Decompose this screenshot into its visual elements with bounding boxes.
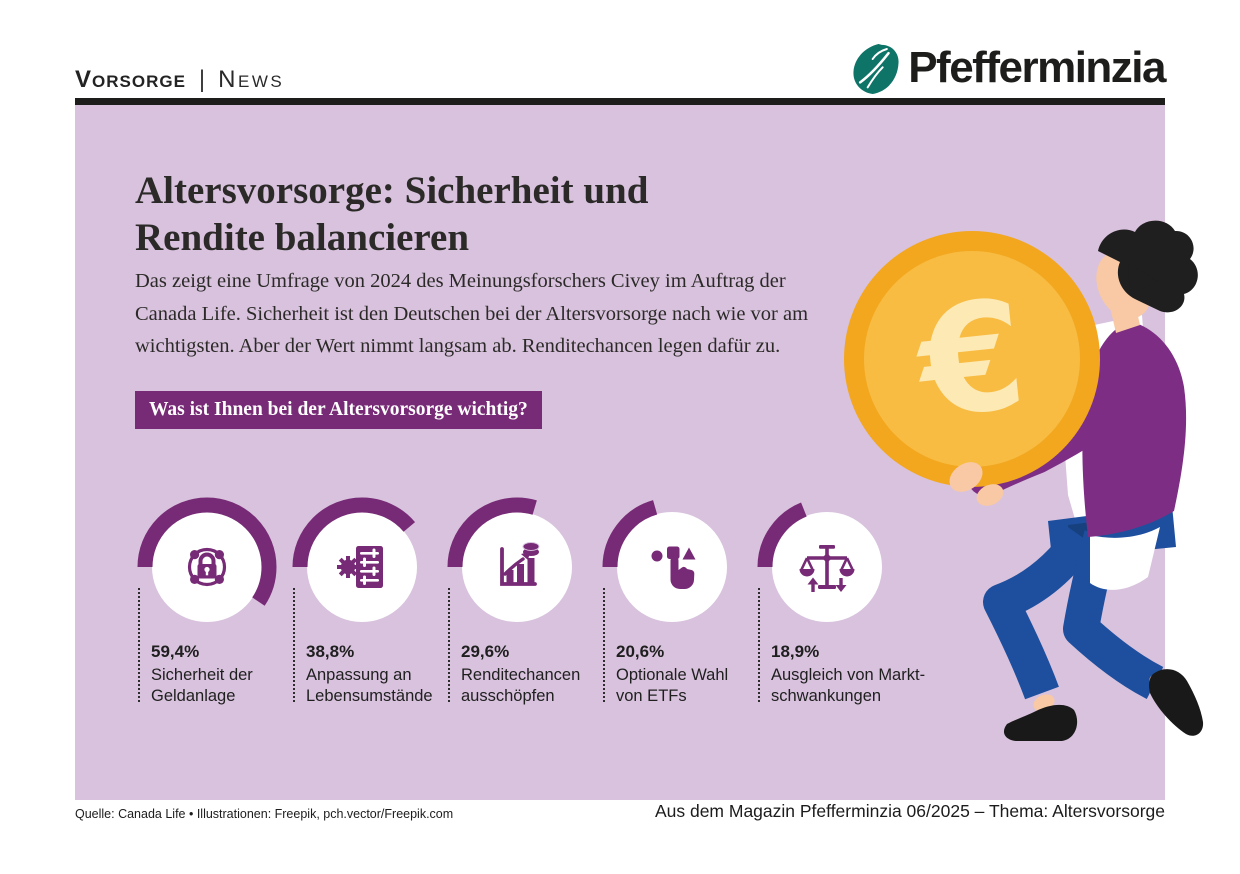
growth-chart-icon (500, 542, 540, 586)
percentage-arc (757, 497, 897, 637)
stat-dotted-line (138, 588, 140, 702)
stat-label: Anpassung an Lebensumstände (306, 666, 433, 705)
stat-value: 38,8% (306, 642, 355, 661)
hair (1098, 220, 1198, 313)
mint-leaf-icon (853, 44, 899, 94)
title-line-1: Altersvorsorge: Sicherheit und (135, 169, 649, 212)
left-leg (983, 526, 1097, 700)
euro-symbol: € (908, 268, 1033, 452)
stat-value: 29,6% (461, 642, 510, 661)
stat-dotted-line (293, 588, 295, 702)
brand-name: Pfefferminzia (908, 43, 1166, 92)
stat-label: Renditechancen ausschöpfen (461, 666, 581, 705)
question-badge: Was ist Ihnen bei der Altersvorsorge wic… (135, 391, 542, 429)
masthead-divider: | (198, 66, 206, 93)
subsection-label: News (218, 66, 285, 93)
hand-select-icon (651, 546, 696, 589)
brand-logo: Pfefferminzia (851, 40, 1166, 96)
footer-source: Quelle: Canada Life • Illustrationen: Fr… (75, 807, 454, 821)
hand (976, 484, 1004, 506)
stat-value: 18,9% (771, 642, 820, 661)
stat-dotted-line (603, 588, 605, 702)
right-shoe (1149, 669, 1204, 736)
section-label: Vorsorge (75, 66, 186, 93)
article-title: Altersvorsorge: Sicherheit und Rendite b… (135, 167, 648, 261)
title-line-2: Rendite balancieren (135, 216, 470, 259)
left-shoe (1003, 704, 1078, 741)
percentage-arc (137, 497, 277, 637)
balance-scale-icon (799, 545, 855, 592)
settings-sliders-icon (337, 546, 383, 588)
header-rule (75, 98, 1165, 105)
percentage-arc (602, 497, 742, 637)
percentage-arc (447, 497, 587, 637)
stat-dotted-line (448, 588, 450, 702)
stat-label: Optionale Wahl von ETFs (616, 666, 729, 705)
intro-line-2: Canada Life. Sicherheit ist den Deutsche… (135, 302, 809, 325)
stat-label: Sicherheit der Geldanlage (151, 666, 253, 705)
lock-network-icon (187, 547, 227, 587)
stat-value: 59,4% (151, 642, 200, 661)
intro-line-1: Das zeigt eine Umfrage von 2024 des Mein… (135, 270, 786, 292)
person-coin-illustration: € (844, 220, 1204, 741)
article-intro: Das zeigt eine Umfrage von 2024 des Mein… (135, 265, 808, 363)
percentage-arc (292, 497, 432, 637)
stat-value: 20,6% (616, 642, 665, 661)
hand (949, 462, 983, 492)
intro-line-3: wichtigsten. Aber der Wert nimmt langsam… (135, 335, 781, 357)
masthead: Vorsorge | News (75, 66, 284, 94)
stat-label: Ausgleich von Markt- schwankungen (771, 666, 926, 705)
footer-magazine: Aus dem Magazin Pfefferminzia 06/2025 – … (654, 801, 1165, 821)
stat-dotted-line (758, 588, 760, 702)
euro-coin: € (844, 231, 1100, 487)
